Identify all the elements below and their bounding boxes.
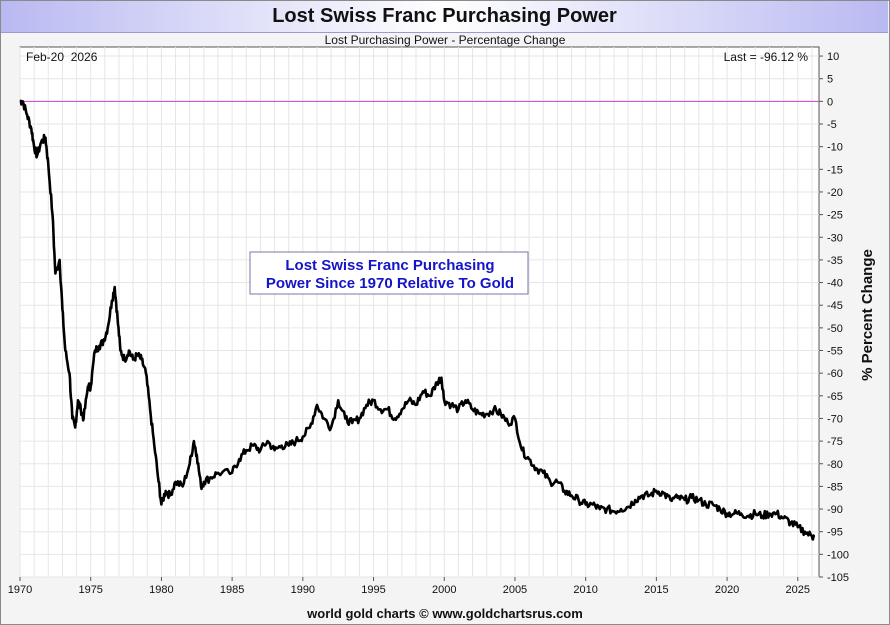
x-tick-label: 2025 (786, 584, 810, 596)
plot-area (19, 46, 820, 578)
y-tick-label: -105 (827, 572, 849, 584)
chart-title: Lost Swiss Franc Purchasing Power (272, 5, 617, 27)
y-tick-label: -25 (827, 210, 843, 222)
y-tick-label: -5 (827, 119, 837, 131)
x-tick-label: 1975 (78, 584, 102, 596)
y-tick-label: -45 (827, 300, 843, 312)
annotation-line-2: Power Since 1970 Relative To Gold (266, 275, 514, 292)
x-tick-label: 1985 (220, 584, 244, 596)
series-line (19, 99, 816, 541)
y-tick-label: -65 (827, 391, 843, 403)
x-tick-label: 1980 (149, 584, 173, 596)
title-bar: Lost Swiss Franc Purchasing Power (1, 1, 888, 33)
y-tick-label: -55 (827, 346, 843, 358)
x-tick-label: 1990 (291, 584, 315, 596)
last-value-label: Last = -96.12 % (724, 50, 809, 64)
y-axis-label: % Percent Change (859, 249, 876, 381)
y-tick-label: -90 (827, 504, 843, 516)
y-axis: 10 5 0 -5 -10 -15 -20 -25 -30 -35 -40 -45 -50 -55 -60 -… (819, 51, 849, 584)
date-label: Feb-20 2026 (26, 50, 98, 64)
y-tick-label: -30 (827, 232, 843, 244)
x-tick-label: 2005 (503, 584, 527, 596)
annotation-box: Lost Swiss Franc Purchasing Power Since … (249, 251, 529, 295)
y-tick-label: -95 (827, 527, 843, 539)
footer-credit: world gold charts © www.goldchartsrus.co… (307, 606, 583, 621)
y-tick-label: -40 (827, 278, 843, 290)
y-tick-label: -35 (827, 255, 843, 267)
y-tick-label: -20 (827, 187, 843, 199)
y-tick-label: 0 (827, 96, 833, 108)
x-tick-label: 2020 (715, 584, 739, 596)
y-tick-label: -100 (827, 549, 849, 561)
y-tick-label: -10 (827, 142, 843, 154)
y-tick-label: 10 (827, 51, 839, 63)
y-tick-label: -70 (827, 413, 843, 425)
y-tick-label: -80 (827, 459, 843, 471)
y-tick-label: -60 (827, 368, 843, 380)
y-tick-label: 5 (827, 74, 833, 86)
y-tick-label: -75 (827, 436, 843, 448)
x-tick-label: 1970 (8, 584, 32, 596)
x-tick-label: 2000 (432, 584, 456, 596)
chart-subtitle: Lost Purchasing Power - Percentage Chang… (324, 33, 566, 47)
x-axis: 1970 1975 1980 1985 1990 1995 2000 2005 2010 2015… (8, 577, 810, 596)
y-tick-label: -85 (827, 481, 843, 493)
annotation-line-1: Lost Swiss Franc Purchasing (285, 257, 494, 274)
x-tick-label: 1995 (361, 584, 385, 596)
y-tick-label: -50 (827, 323, 843, 335)
x-tick-label: 2015 (644, 584, 668, 596)
x-tick-label: 2010 (573, 584, 597, 596)
y-tick-label: -15 (827, 164, 843, 176)
